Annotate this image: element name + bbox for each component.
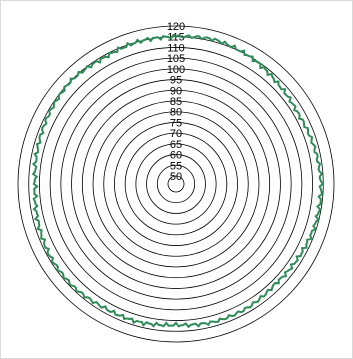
grid-ring-85: [92, 100, 260, 268]
grid-ring-65: [135, 143, 217, 225]
grid-ring-95: [71, 79, 281, 289]
tick-label-120: 120: [167, 21, 185, 33]
grid-ring-50: [167, 175, 185, 193]
series-layer: [31, 33, 324, 329]
tick-label-50: 50: [170, 171, 182, 183]
tick-label-80: 80: [170, 107, 182, 119]
grid-ring-55: [156, 164, 196, 204]
radial-grid: [17, 25, 335, 343]
tick-label-55: 55: [170, 160, 182, 172]
tick-label-115: 115: [167, 32, 185, 44]
tick-label-100: 100: [167, 64, 185, 76]
grid-ring-90: [81, 89, 271, 279]
grid-ring-100: [60, 68, 292, 300]
tick-label-65: 65: [170, 139, 182, 151]
grid-ring-60: [146, 154, 206, 214]
tick-label-75: 75: [170, 117, 182, 129]
grid-ring-80: [103, 111, 249, 257]
tick-label-105: 105: [167, 53, 185, 65]
grid-ring-70: [124, 132, 228, 236]
tick-label-95: 95: [170, 75, 182, 87]
tick-label-110: 110: [167, 42, 185, 54]
tick-label-70: 70: [170, 128, 182, 140]
grid-ring-75: [114, 122, 238, 246]
grid-ring-110: [39, 47, 313, 321]
series-line-0: [31, 33, 324, 329]
tick-label-85: 85: [170, 96, 182, 108]
grid-ring-105: [49, 57, 303, 311]
tick-label-60: 60: [170, 150, 182, 162]
grid-ring-120: [17, 25, 335, 343]
tick-label-90: 90: [170, 85, 182, 97]
